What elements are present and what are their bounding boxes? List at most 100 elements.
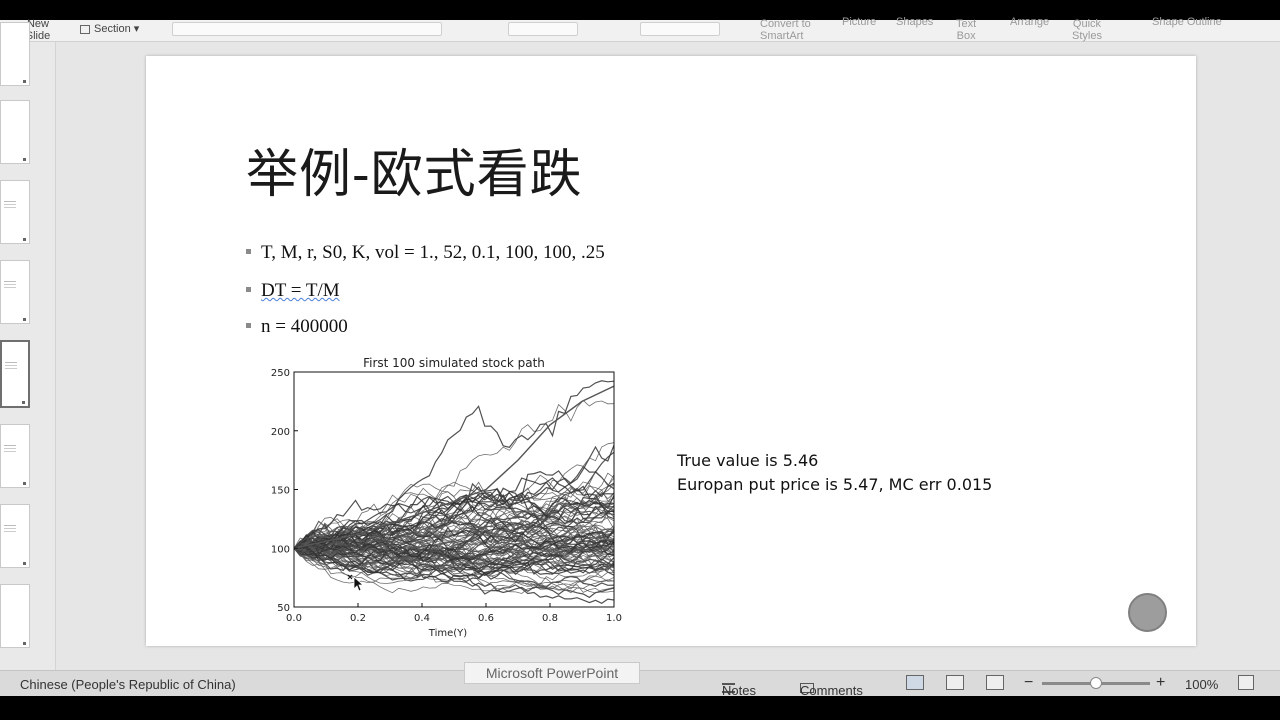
simulated-path	[293, 536, 615, 569]
section-icon	[80, 24, 90, 34]
thumb-marker	[23, 562, 26, 565]
comments-label: Comments	[800, 683, 863, 698]
reading-view-icon[interactable]	[986, 675, 1004, 690]
bullet-text: T, M, r, S0, K, vol = 1., 52, 0.1, 100, …	[261, 242, 605, 263]
slide-thumbnail[interactable]	[0, 180, 30, 244]
y-tick-label: 200	[271, 427, 290, 438]
simulated-path	[293, 508, 615, 549]
simulated-path	[293, 534, 615, 567]
thumb-marker	[23, 238, 26, 241]
simulated-path	[293, 538, 615, 566]
bullet-icon	[246, 249, 251, 255]
new-slide-button[interactable]: New Slide	[25, 18, 51, 42]
thumb-marker	[23, 642, 26, 645]
slide-thumbnail[interactable]	[0, 22, 30, 86]
bullet-text: DT = T/M	[261, 280, 340, 301]
mouse-cursor-icon	[347, 574, 365, 592]
put-price-text[interactable]: Europan put price is 5.47, MC err 0.015	[677, 475, 993, 494]
section-button[interactable]: Section ▾	[80, 23, 139, 35]
simulated-path	[293, 481, 615, 551]
thumb-marker	[23, 318, 26, 321]
bullet-item[interactable]: n = 400000	[246, 316, 348, 338]
thumb-marker	[22, 401, 25, 404]
slide-thumbnail[interactable]	[0, 584, 30, 648]
bullet-icon	[246, 323, 251, 329]
zoom-slider[interactable]	[1042, 677, 1150, 689]
slide-thumbnail-pane[interactable]	[0, 22, 56, 670]
x-tick-label: 0.8	[542, 613, 558, 624]
x-axis-label: Time(Y)	[428, 628, 467, 639]
simulated-path	[293, 530, 615, 576]
thumb-marker	[23, 80, 26, 83]
notes-label: Notes	[722, 683, 756, 698]
simulated-path	[293, 543, 615, 566]
language-indicator[interactable]: Chinese (People's Republic of China)	[20, 677, 236, 692]
notes-icon	[722, 683, 735, 693]
bullet-item[interactable]: DT = T/M	[246, 280, 340, 302]
align-toolbar[interactable]	[508, 22, 578, 36]
slide-title[interactable]: 举例-欧式看跌	[246, 145, 583, 205]
ribbon: New Slide Section ▾ Convert to SmartArt …	[0, 16, 1280, 42]
thumb-text	[4, 281, 16, 282]
x-tick-label: 0.4	[414, 613, 430, 624]
simulated-path	[293, 511, 615, 574]
fit-to-window-icon[interactable]	[1238, 675, 1254, 690]
simulated-path	[293, 540, 614, 573]
x-tick-label: 0.0	[286, 613, 302, 624]
slide-sorter-icon[interactable]	[946, 675, 964, 690]
comments-icon	[800, 683, 814, 693]
bullet-item[interactable]: T, M, r, S0, K, vol = 1., 52, 0.1, 100, …	[246, 242, 605, 264]
x-tick-label: 1.0	[606, 613, 622, 624]
normal-view-icon[interactable]	[906, 675, 924, 690]
chart-svg: First 100 simulated stock path 0.0 0.2 0.4…	[271, 356, 622, 639]
simulated-path	[293, 526, 615, 565]
text-box-button[interactable]: Text Box	[956, 18, 977, 42]
slide-thumbnail-selected[interactable]	[0, 340, 30, 408]
quick-styles-button[interactable]: Quick Styles	[1072, 18, 1102, 42]
smartart-button[interactable]: Convert to SmartArt	[760, 18, 811, 42]
zoom-in-icon[interactable]: +	[1156, 674, 1166, 691]
stock-path-chart[interactable]: First 100 simulated stock path 0.0 0.2 0.4…	[256, 351, 646, 646]
chart-paths	[293, 380, 615, 604]
y-tick-label: 100	[271, 544, 290, 555]
app-tooltip: Microsoft PowerPoint	[464, 662, 640, 684]
section-label: Section ▾	[94, 23, 140, 35]
y-tick-label: 250	[271, 368, 290, 379]
simulated-path	[293, 518, 615, 592]
thumb-marker	[23, 158, 26, 161]
chart-title: First 100 simulated stock path	[363, 356, 545, 370]
slide-thumbnail[interactable]	[0, 260, 30, 324]
zoom-slider-handle[interactable]	[1090, 677, 1102, 689]
arrange-button[interactable]: Arrange	[1010, 16, 1050, 28]
shape-outline-button[interactable]: Shape Outline	[1152, 16, 1222, 28]
simulated-path	[293, 477, 615, 557]
x-tick-label: 0.6	[478, 613, 494, 624]
true-value-text[interactable]: True value is 5.46	[677, 451, 819, 470]
slide-thumbnail[interactable]	[0, 504, 30, 568]
zoom-level[interactable]: 100%	[1185, 677, 1219, 692]
shapes-button[interactable]: Shapes	[896, 16, 934, 28]
thumb-marker	[23, 482, 26, 485]
bottom-black-bar	[0, 696, 1280, 720]
simulated-path	[293, 547, 615, 574]
picture-button[interactable]: Picture	[842, 16, 877, 28]
slide-thumbnail[interactable]	[0, 100, 30, 164]
floating-record-button[interactable]	[1128, 593, 1167, 632]
thumb-text	[4, 445, 16, 446]
slide-canvas[interactable]: 举例-欧式看跌 T, M, r, S0, K, vol = 1., 52, 0.…	[146, 56, 1196, 646]
simulated-path	[293, 470, 615, 549]
simulated-path	[293, 539, 615, 587]
slide-thumbnail[interactable]	[0, 424, 30, 488]
thumb-text	[5, 362, 17, 363]
zoom-out-icon[interactable]: −	[1024, 674, 1034, 691]
top-black-bar	[0, 0, 1280, 20]
simulated-path	[293, 548, 615, 594]
thumb-text	[4, 201, 16, 202]
paragraph-toolbar[interactable]	[640, 22, 720, 36]
simulated-path	[293, 534, 615, 565]
x-tick-label: 0.2	[350, 613, 366, 624]
y-tick-label: 150	[271, 486, 290, 497]
font-format-toolbar[interactable]	[172, 22, 442, 36]
thumb-text	[4, 525, 16, 526]
